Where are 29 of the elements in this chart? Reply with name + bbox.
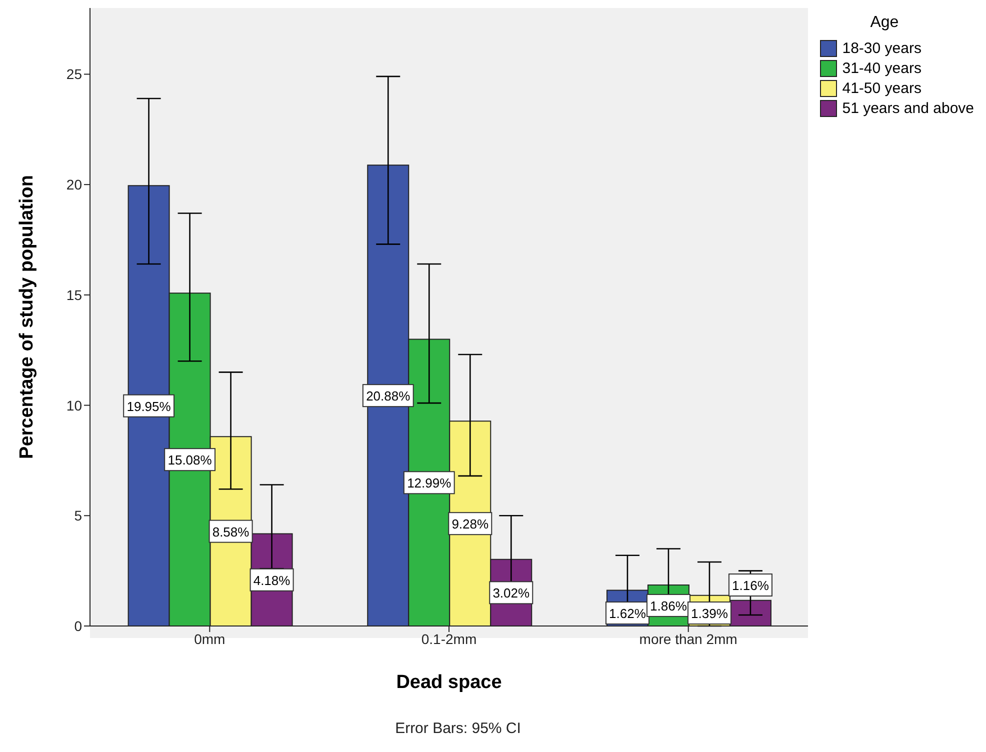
x-axis-title: Dead space xyxy=(396,672,502,693)
x-tick-label: 0mm xyxy=(194,630,226,647)
data-label: 12.99% xyxy=(407,476,452,491)
data-label: 19.95% xyxy=(126,398,172,414)
data-label: 1.39% xyxy=(691,606,728,621)
legend-label: 51 years and above xyxy=(842,100,974,116)
y-tick-label: 5 xyxy=(74,508,82,524)
data-label: 9.28% xyxy=(452,516,489,532)
legend-title: Age xyxy=(870,14,900,32)
data-label: 1.16% xyxy=(732,578,770,593)
data-label: 3.02% xyxy=(492,586,530,601)
data-label: 20.88% xyxy=(366,388,411,404)
data-label: 15.08% xyxy=(168,452,212,468)
legend-label: 31-40 years xyxy=(842,60,922,76)
legend-label: 41-50 years xyxy=(842,80,922,96)
y-tick-label: 15 xyxy=(66,286,82,303)
y-tick-label: 0 xyxy=(74,618,82,634)
y-tick-label: 25 xyxy=(66,66,82,82)
legend-label: 18-30 years xyxy=(842,40,922,56)
x-tick-label: 0.1-2mm xyxy=(421,630,477,647)
text: Error Bars: 95% CI xyxy=(394,720,522,737)
y-tick-label: 20 xyxy=(66,176,82,193)
data-label: 4.18% xyxy=(253,572,291,588)
data-label: 1.62% xyxy=(609,606,646,621)
y-tick-label: 10 xyxy=(66,397,82,414)
y-axis-title: Percentage of study population xyxy=(16,175,38,459)
data-label: 8.58% xyxy=(212,524,250,540)
x-tick-label: more than 2mm xyxy=(639,630,738,647)
data-label: 1.86% xyxy=(650,598,688,614)
